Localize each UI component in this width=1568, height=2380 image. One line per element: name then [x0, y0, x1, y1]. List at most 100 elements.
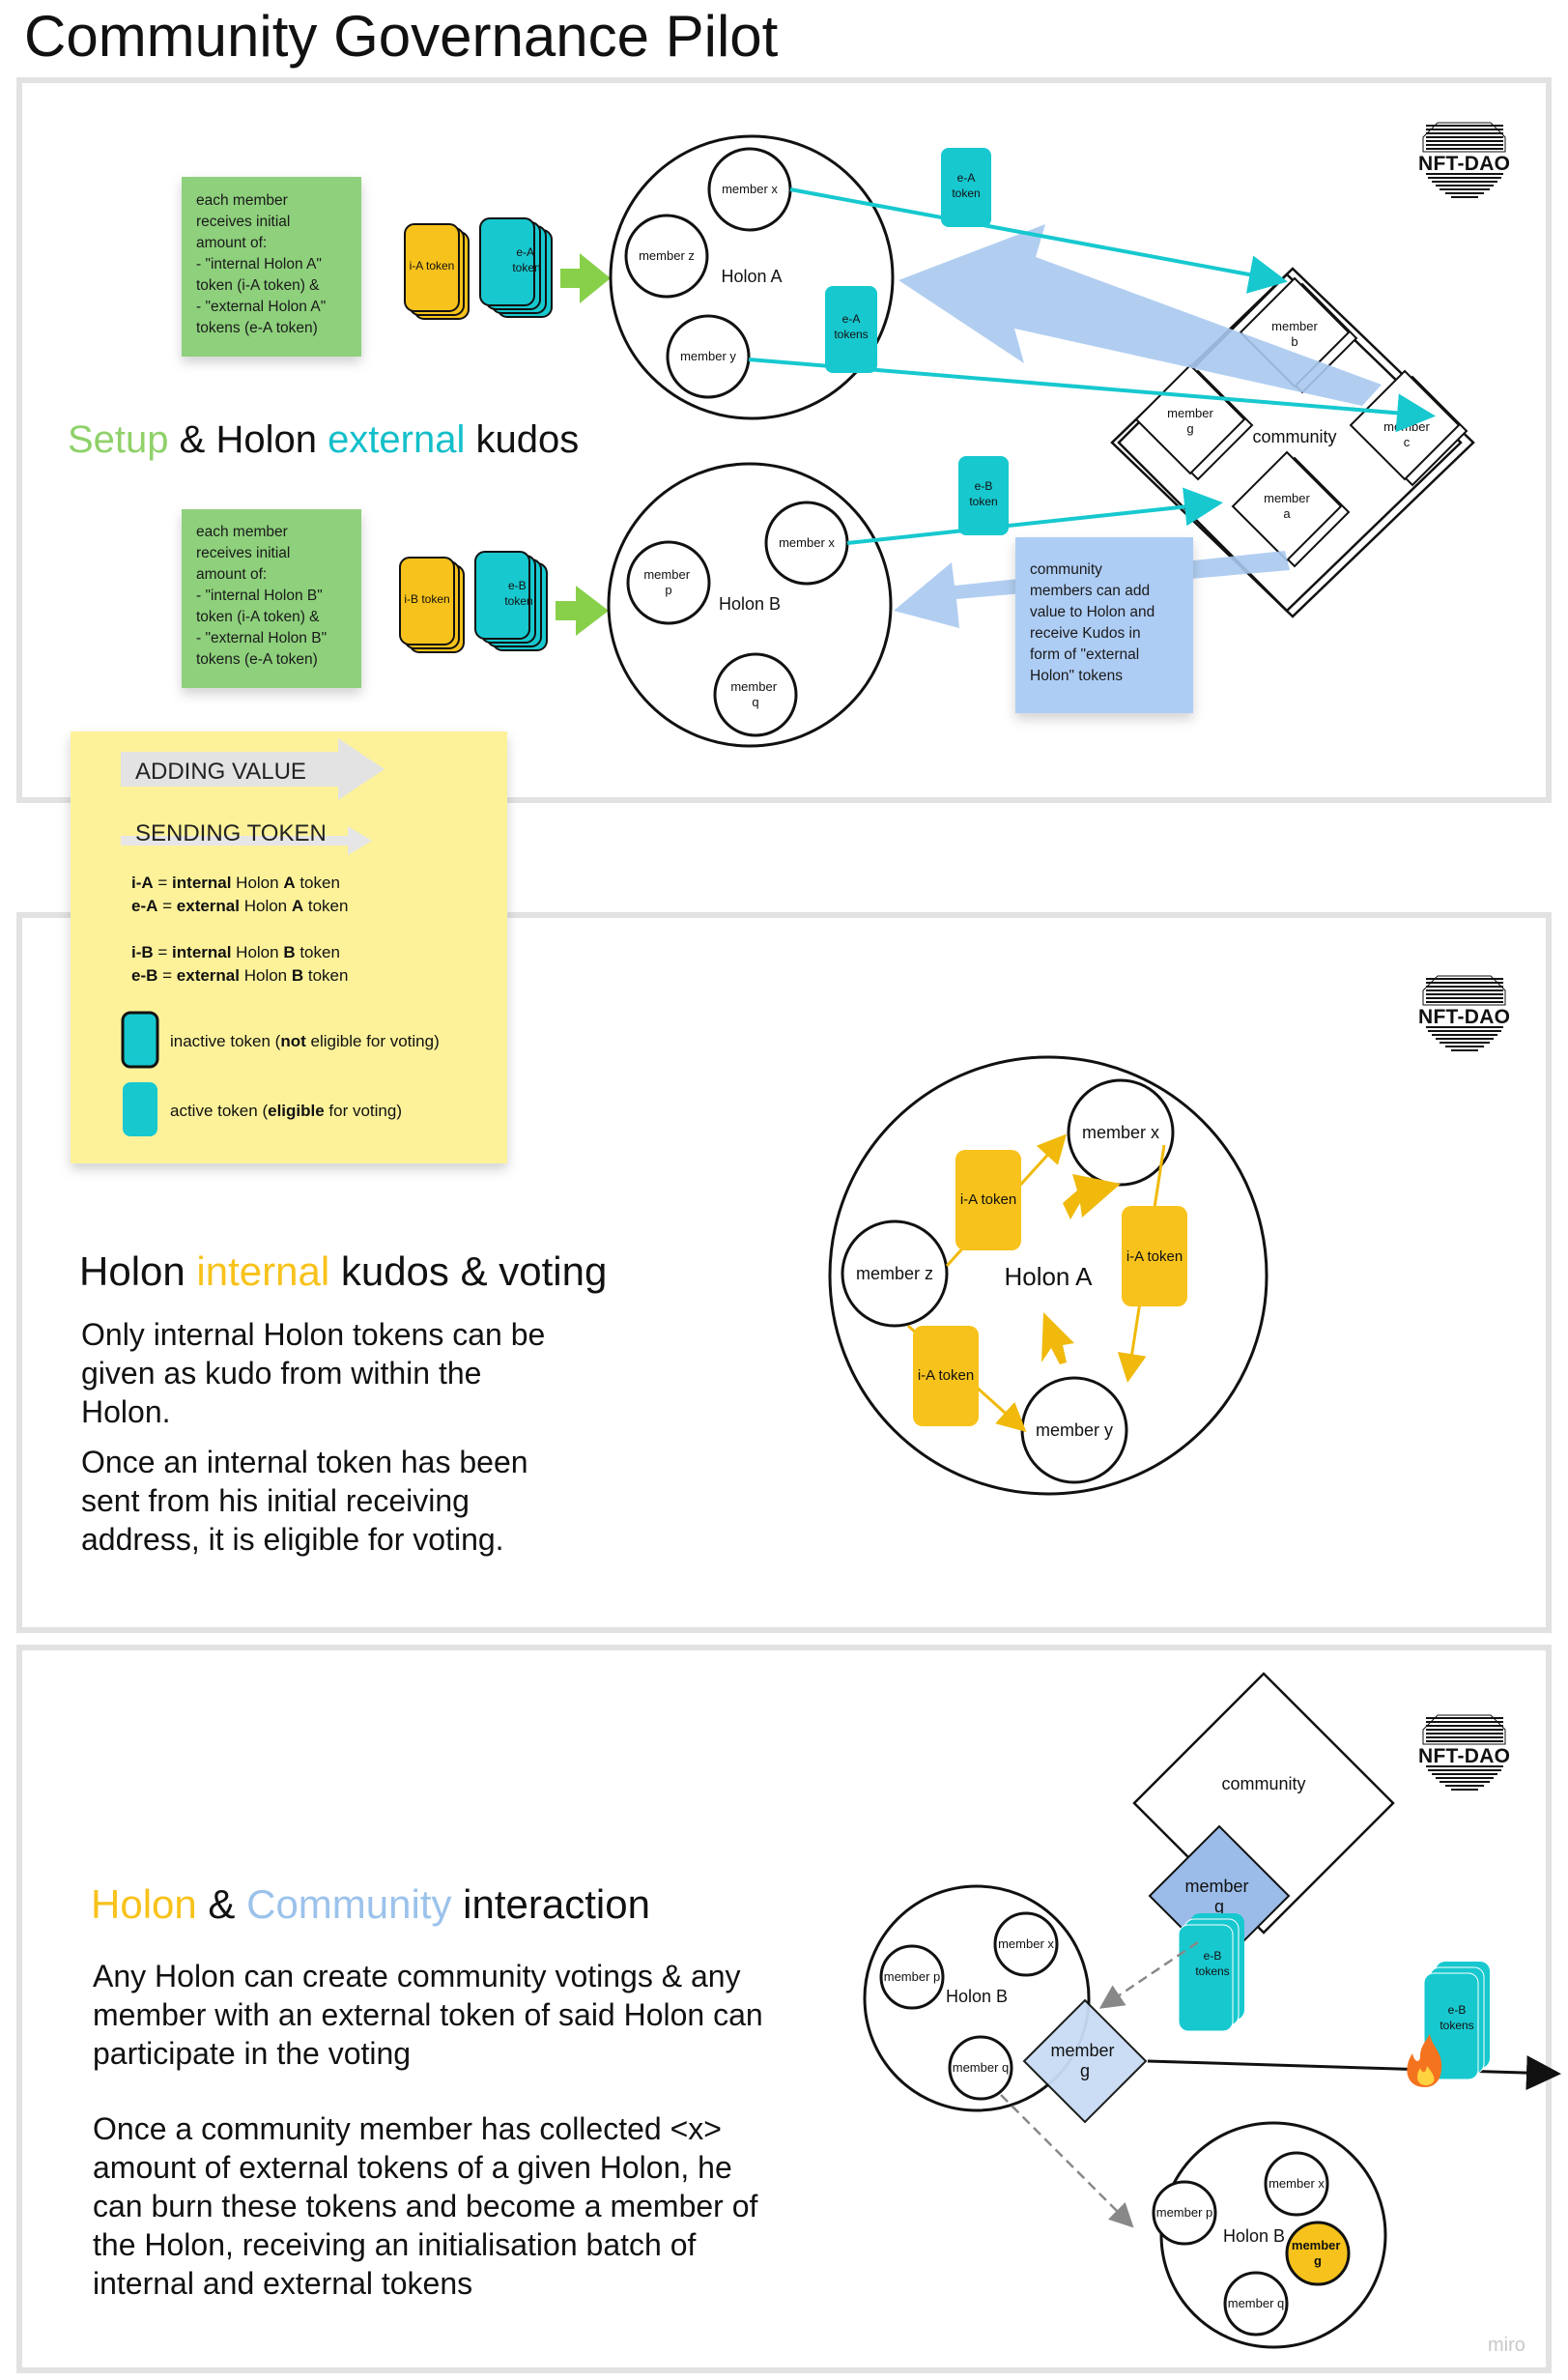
- svg-text:member z: member z: [856, 1264, 933, 1283]
- member-q-right: [1223, 2271, 1289, 2337]
- member-y-circle: [666, 314, 751, 399]
- svg-text:member q: member q: [1228, 2296, 1285, 2310]
- member-x-left: [993, 1911, 1059, 1977]
- member-z-label: member z: [639, 248, 695, 263]
- svg-text:member p: member p: [884, 1969, 941, 1984]
- member-x-internal: [1067, 1078, 1175, 1187]
- adding-value-arrow-b: [556, 586, 609, 636]
- member-q-left: [948, 2035, 1013, 2101]
- token-ea-tokens-floating: e-A tokens: [825, 286, 877, 373]
- sticky-b-text: each member receives initial amount of: …: [196, 524, 330, 668]
- token-stack-ia: i-A token: [404, 223, 470, 320]
- member-y-label: member y: [680, 349, 736, 363]
- svg-text:member p: member p: [1156, 2205, 1213, 2220]
- sticky-note-holon-b: each member receives initial amount of: …: [182, 509, 361, 688]
- token-eb-stack-3: e-B tokens: [1178, 1913, 1244, 2032]
- legend-note: ADDING VALUE SENDING TOKEN i-A = interna…: [71, 731, 507, 1163]
- community-para-1: Any Holon can create community votings &…: [93, 1959, 772, 2071]
- token-eb-stack-label: e-B token: [504, 579, 532, 608]
- token-ia-internal-1: i-A token: [955, 1150, 1021, 1250]
- page-title: Community Governance Pilot: [24, 4, 779, 69]
- heading-internal: Holon internal kudos & voting: [79, 1248, 607, 1294]
- svg-text:community members can ad: community members can add value to Holon…: [1030, 561, 1159, 684]
- member-g-light-label: member g: [1050, 2041, 1119, 2080]
- svg-text:i-A token: i-A token: [918, 1367, 974, 1384]
- svg-text:Holon B: Holon B: [1223, 2226, 1285, 2246]
- sticky-a-text: each member receives initial amount of: …: [196, 192, 330, 336]
- miro-watermark: miro: [1488, 2335, 1525, 2356]
- svg-text:NFT-DAO: NFT-DAO: [1418, 1745, 1510, 1767]
- community-para-2: Once a community member has collected <x…: [93, 2111, 766, 2301]
- legend-adding-value-arrow: [121, 738, 385, 800]
- member-x-b-label: member x: [779, 535, 835, 550]
- nft-dao-logo-1: NFT-DAO: [1417, 117, 1511, 206]
- member-a-diamond: member a: [1231, 450, 1351, 568]
- nft-dao-logo-2: NFT-DAO: [1417, 970, 1511, 1059]
- community-label: community: [1252, 427, 1336, 446]
- token-stack-eb: e-B token: [474, 551, 548, 651]
- burn-arrow: [1147, 2055, 1561, 2091]
- member-q-circle: [713, 652, 798, 737]
- legend-active: active token (eligible for voting): [170, 1102, 402, 1120]
- internal-para-2: Once an internal token has been sent fro…: [81, 1445, 536, 1557]
- svg-text:i-A token: i-A token: [1126, 1248, 1183, 1265]
- legend-sending-token: SENDING TOKEN: [135, 820, 327, 846]
- svg-text:Holon B: Holon B: [946, 1987, 1008, 2006]
- dashed-arrow-g-holon: [1098, 1940, 1199, 2009]
- svg-text:member y: member y: [1036, 1420, 1113, 1440]
- token-ia-label: i-A token: [410, 259, 455, 272]
- member-g-new-label: member g: [1292, 2238, 1344, 2268]
- legend-inactive: inactive token (not eligible for voting): [170, 1032, 440, 1050]
- svg-text:member x: member x: [1269, 2176, 1325, 2191]
- member-p-left: [879, 1944, 945, 2010]
- member-z-internal: [841, 1219, 949, 1328]
- svg-text:member q: member q: [953, 2060, 1010, 2075]
- legend-line-eb: e-B = external Holon B token: [131, 966, 348, 985]
- token-ia-internal-2: i-A token: [1122, 1206, 1187, 1306]
- member-g-new: [1285, 2221, 1351, 2286]
- kudo-arrow-big-down: [1041, 1312, 1074, 1364]
- token-eb-floating: e-B token: [958, 456, 1009, 535]
- legend-inactive-token-icon: [121, 1011, 159, 1069]
- svg-text:member x: member x: [998, 1936, 1054, 1951]
- kudo-arrow-big-up: [1063, 1174, 1121, 1219]
- blue-sticky-note: community members can add value to Holon…: [1015, 537, 1193, 713]
- holon-a-internal-label: Holon A: [1004, 1262, 1093, 1291]
- legend-adding-value: ADDING VALUE: [135, 759, 306, 785]
- heading-setup: Setup & Holon external kudos: [68, 418, 579, 461]
- member-q-label: member q: [730, 679, 780, 709]
- svg-text:i-A token: i-A token: [960, 1191, 1016, 1208]
- sticky-note-holon-a: each member receives initial amount of: …: [182, 177, 361, 357]
- community-label-3: community: [1221, 1774, 1305, 1793]
- heading-community: Holon & Community interaction: [91, 1881, 650, 1927]
- nft-dao-logo-3: NFT-DAO: [1417, 1709, 1511, 1798]
- member-p-right: [1152, 2180, 1217, 2246]
- token-ea-floating: e-A token: [941, 148, 991, 227]
- token-stack-ib: i-B token: [399, 557, 465, 653]
- member-x-label: member x: [722, 182, 778, 196]
- token-ia-internal-3: i-A token: [913, 1326, 979, 1426]
- member-g-diamond-light: [1022, 1998, 1148, 2124]
- legend-active-token-icon: [123, 1082, 157, 1136]
- legend-line-ia: i-A = internal Holon A token: [131, 874, 340, 892]
- send-token-line-x-b: [789, 187, 1288, 294]
- adding-value-arrow-a: [560, 253, 611, 303]
- legend-line-ea: e-A = external Holon A token: [131, 897, 348, 915]
- token-ib-label: i-B token: [404, 592, 449, 606]
- legend-line-ib: i-B = internal Holon B token: [131, 943, 340, 961]
- holon-b-label: Holon B: [719, 594, 781, 614]
- member-g-label-3: member g: [1184, 1877, 1253, 1916]
- member-z-circle: [624, 214, 709, 299]
- holon-a-label: Holon A: [721, 267, 782, 286]
- fire-icon: [1407, 2034, 1442, 2087]
- token-ea-stack-label: e-A token: [512, 245, 540, 274]
